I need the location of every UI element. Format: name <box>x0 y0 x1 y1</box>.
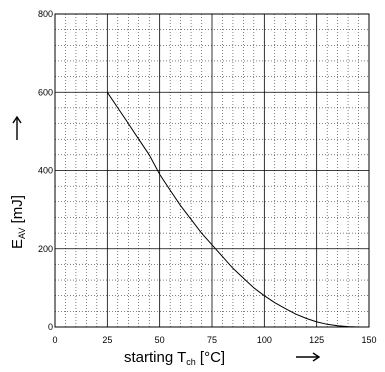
y-tick-labels: 0 200 400 600 800 <box>38 9 53 332</box>
series-line <box>106 92 359 328</box>
major-grid <box>54 13 370 328</box>
x-tick-label: 75 <box>207 335 217 345</box>
y-tick-label: 600 <box>38 87 53 97</box>
y-tick-label: 800 <box>38 9 53 19</box>
x-tick-label: 150 <box>361 335 376 345</box>
x-tick-label: 100 <box>257 335 272 345</box>
y-tick-label: 400 <box>38 166 53 176</box>
plot-frame <box>54 13 370 328</box>
x-tick-label: 25 <box>102 335 112 345</box>
y-axis-label: EAV [mJ] <box>9 195 27 249</box>
x-axis-arrow <box>296 352 321 362</box>
x-axis-label: starting Tch [°C] <box>124 349 225 367</box>
y-tick-label: 0 <box>48 322 53 332</box>
x-tick-label: 125 <box>309 335 324 345</box>
x-tick-labels: 0 25 50 75 100 125 150 <box>52 335 376 345</box>
y-axis-arrow <box>12 115 22 140</box>
x-tick-label: 50 <box>155 335 165 345</box>
x-tick-label: 0 <box>52 335 57 345</box>
y-tick-label: 200 <box>38 244 53 254</box>
